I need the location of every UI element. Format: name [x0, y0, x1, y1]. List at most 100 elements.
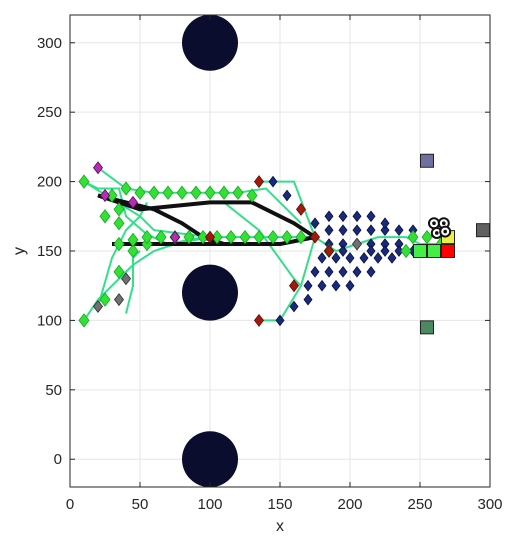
green-diamond-marker — [127, 232, 139, 248]
square-marker — [441, 244, 455, 258]
y-tick-label: 0 — [54, 451, 62, 468]
blue-diamond-marker — [310, 217, 320, 230]
green-diamond-marker — [225, 229, 237, 245]
square-marker — [427, 244, 441, 258]
green-diamond-marker — [267, 229, 279, 245]
blue-diamond-marker — [338, 210, 348, 223]
x-tick-label: 0 — [66, 496, 74, 513]
blue-diamond-marker — [380, 217, 390, 230]
blue-diamond-marker — [366, 245, 376, 257]
red-diamond-marker — [204, 230, 216, 244]
obstacle-circle — [182, 431, 238, 488]
green-diamond-marker — [421, 229, 433, 245]
ring-marker-center — [435, 231, 439, 235]
blue-diamond-marker — [366, 224, 376, 237]
blue-diamond-marker — [373, 252, 383, 264]
blue-diamond-marker — [380, 245, 390, 257]
green-path — [259, 236, 316, 322]
gray-diamond-marker — [120, 272, 132, 286]
red-diamond-marker — [253, 313, 265, 327]
blue-diamond-marker — [303, 293, 313, 306]
blue-diamond-marker — [303, 279, 313, 292]
red-diamond-marker — [323, 244, 335, 258]
blue-diamond-marker — [387, 252, 397, 264]
blue-diamond-marker — [380, 224, 390, 237]
blue-diamond-marker — [268, 175, 278, 188]
red-diamond-marker — [309, 230, 321, 244]
ring-marker-center — [443, 229, 448, 234]
green-diamond-marker — [106, 188, 118, 203]
blue-diamond-marker — [331, 279, 341, 292]
blue-diamond-marker — [310, 265, 320, 278]
square-marker — [420, 320, 434, 335]
blue-diamond-marker — [275, 314, 285, 327]
y-tick-label: 250 — [37, 104, 62, 121]
square-marker — [420, 153, 434, 168]
red-diamond-marker — [295, 202, 307, 216]
green-diamond-marker — [78, 313, 90, 328]
magenta-diamond-marker — [169, 230, 181, 244]
blue-diamond-marker — [317, 252, 327, 264]
green-diamond-marker — [204, 185, 216, 200]
green-diamond-marker — [190, 185, 202, 200]
blue-diamond-marker — [345, 279, 355, 292]
green-diamond-marker — [113, 236, 125, 252]
green-diamond-marker — [295, 229, 307, 245]
green-diamond-marker — [141, 229, 153, 245]
red-diamond-marker — [253, 175, 265, 189]
y-tick-label: 150 — [37, 243, 62, 260]
x-tick-label: 250 — [407, 496, 432, 513]
blue-diamond-marker — [352, 224, 362, 237]
blue-diamond-marker — [317, 279, 327, 292]
markers — [78, 153, 490, 335]
blue-diamond-marker — [338, 265, 348, 278]
green-diamond-marker — [134, 185, 146, 200]
magenta-diamond-marker — [99, 188, 111, 202]
blue-diamond-marker — [359, 252, 369, 264]
blue-diamond-marker — [324, 265, 334, 278]
green-diamond-marker — [407, 229, 419, 245]
green-diamond-marker — [183, 229, 195, 245]
green-diamond-marker — [78, 174, 90, 189]
y-tick-label: 200 — [37, 174, 62, 191]
green-diamond-marker — [253, 229, 265, 245]
x-tick-label: 300 — [477, 496, 502, 513]
green-diamond-marker — [155, 229, 167, 245]
y-axis-label: y — [11, 247, 28, 255]
green-path — [97, 201, 148, 307]
x-tick-label: 100 — [197, 496, 222, 513]
x-axis-label: x — [276, 518, 284, 535]
blue-diamond-marker — [338, 245, 348, 257]
green-diamond-marker — [99, 292, 111, 307]
x-tick-label: 200 — [337, 496, 362, 513]
square-marker — [476, 223, 490, 238]
blue-diamond-marker — [352, 265, 362, 278]
blue-diamond-marker — [394, 245, 404, 257]
y-tick-label: 50 — [45, 382, 62, 399]
blue-diamond-marker — [324, 210, 334, 223]
green-path — [125, 250, 141, 314]
x-tick-label: 50 — [132, 496, 149, 513]
blue-diamond-marker — [324, 224, 334, 237]
green-diamond-marker — [176, 185, 188, 200]
green-diamond-marker — [211, 229, 223, 245]
green-diamond-marker — [113, 202, 125, 217]
square-marker — [413, 244, 427, 258]
green-path — [223, 201, 302, 287]
gray-diamond-marker — [92, 300, 104, 314]
blue-diamond-marker — [289, 300, 299, 313]
blue-diamond-marker — [345, 252, 355, 264]
green-diamond-marker — [239, 229, 251, 245]
green-diamond-marker — [113, 264, 125, 279]
green-path — [83, 180, 211, 246]
green-diamond-marker — [148, 185, 160, 200]
blue-diamond-marker — [394, 224, 404, 237]
obstacles — [182, 14, 238, 488]
x-tick-label: 150 — [267, 496, 292, 513]
y-tick-label: 300 — [37, 35, 62, 52]
green-diamond-marker — [113, 216, 125, 231]
obstacle-circle — [182, 14, 238, 71]
gray-diamond-marker — [113, 293, 125, 307]
blue-diamond-marker — [331, 252, 341, 264]
